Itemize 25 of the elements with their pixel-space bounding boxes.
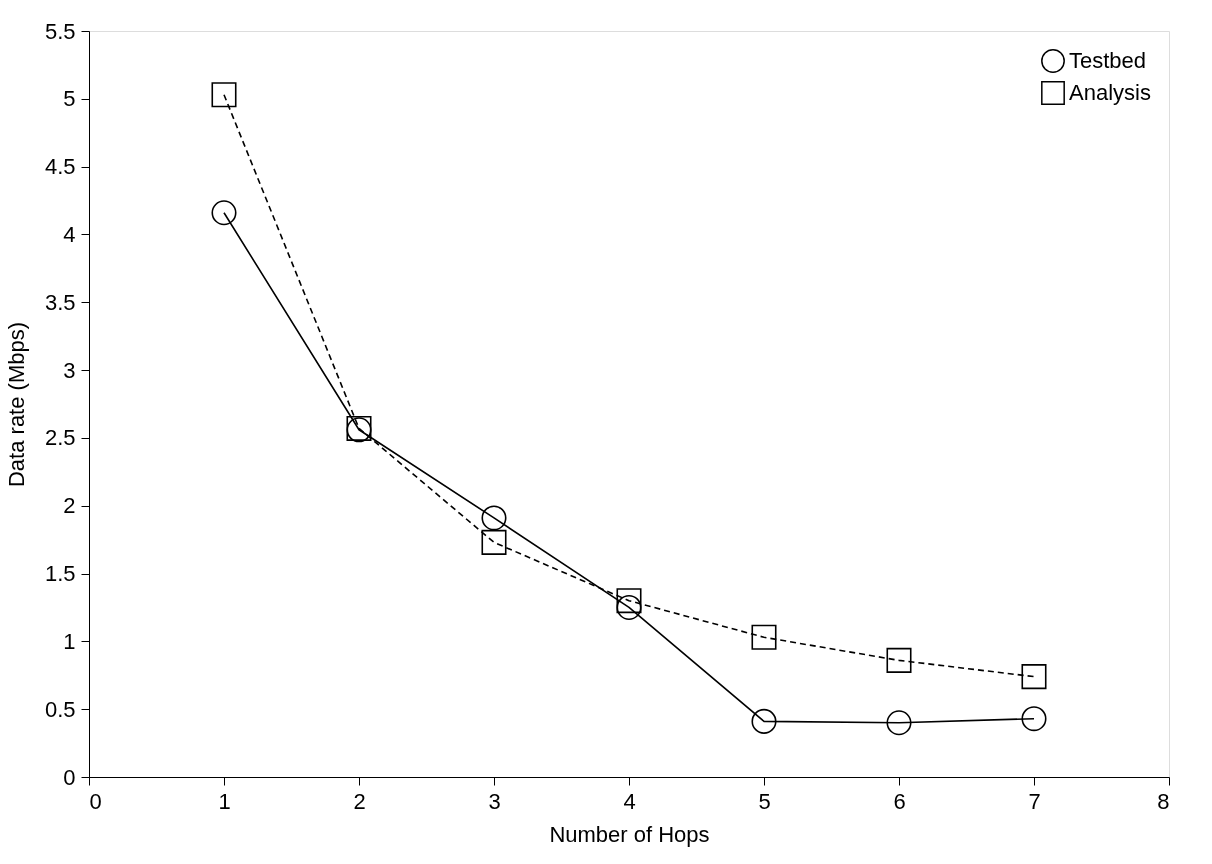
y-axis-title: Data rate (Mbps) [3, 321, 29, 488]
y-tick-label: 3 [63, 357, 76, 383]
x-tick-label: 4 [623, 788, 636, 814]
x-tick-label: 8 [1157, 788, 1170, 814]
y-tick-label: 0.5 [44, 696, 76, 722]
y-tick-label: 5.5 [44, 18, 76, 44]
y-tick-label: 3.5 [44, 289, 76, 315]
y-tick-label: 0 [63, 764, 76, 790]
x-tick-label: 6 [893, 788, 906, 814]
y-tick-label: 2.5 [44, 425, 76, 451]
x-axis-title: Number of Hops [549, 821, 710, 847]
y-tick-label: 1 [63, 628, 76, 654]
x-tick-label: 5 [758, 788, 771, 814]
y-tick-label: 4 [63, 221, 76, 247]
x-tick-label: 0 [89, 788, 102, 814]
x-tick-label: 7 [1028, 788, 1041, 814]
legend-label: Testbed [1069, 48, 1147, 73]
y-tick-label: 5 [63, 86, 76, 112]
y-tick-label: 1.5 [44, 561, 76, 587]
legend-label: Analysis [1069, 80, 1151, 105]
y-tick-label: 4.5 [44, 154, 76, 180]
x-tick-label: 2 [353, 788, 366, 814]
x-tick-label: 1 [218, 788, 231, 814]
x-tick-label: 3 [488, 788, 501, 814]
y-tick-label: 2 [63, 493, 76, 519]
